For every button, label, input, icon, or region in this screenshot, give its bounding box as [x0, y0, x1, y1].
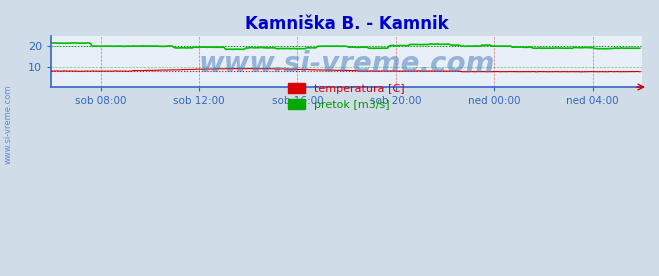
Text: www.si-vreme.com: www.si-vreme.com [198, 50, 495, 78]
Title: Kamniška B. - Kamnik: Kamniška B. - Kamnik [244, 15, 448, 33]
Legend: temperatura [C], pretok [m3/s]: temperatura [C], pretok [m3/s] [284, 79, 409, 115]
Text: www.si-vreme.com: www.si-vreme.com [3, 84, 13, 164]
